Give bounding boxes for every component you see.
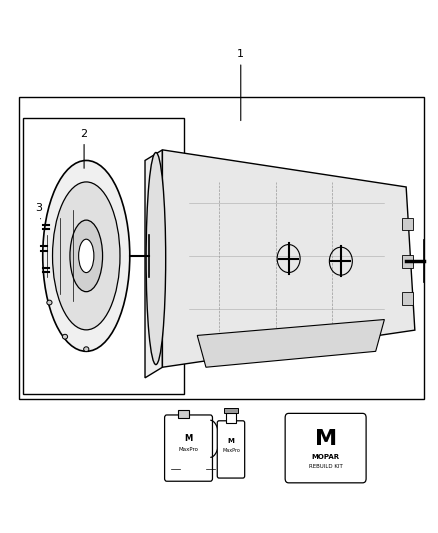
Bar: [226, 414, 237, 423]
Text: M: M: [184, 434, 193, 443]
Text: 3: 3: [35, 203, 42, 219]
Ellipse shape: [47, 300, 52, 305]
Polygon shape: [197, 319, 385, 367]
Text: 2: 2: [81, 129, 88, 168]
Ellipse shape: [84, 347, 89, 352]
Bar: [402, 292, 413, 305]
Text: MaxPro: MaxPro: [222, 448, 240, 453]
Bar: [19, 97, 424, 399]
Text: MaxPro: MaxPro: [179, 447, 198, 452]
Ellipse shape: [62, 334, 67, 339]
Bar: [402, 217, 413, 230]
FancyBboxPatch shape: [285, 414, 366, 483]
Text: 1: 1: [237, 50, 244, 120]
Text: 4: 4: [227, 421, 234, 449]
Text: 6: 6: [322, 415, 329, 449]
Text: 5: 5: [185, 415, 192, 449]
Text: REBUILD KIT: REBUILD KIT: [309, 464, 343, 470]
Ellipse shape: [79, 239, 94, 272]
Text: M: M: [227, 439, 234, 445]
Ellipse shape: [53, 182, 120, 330]
Polygon shape: [145, 150, 162, 378]
Ellipse shape: [43, 160, 130, 351]
Text: MOPAR: MOPAR: [311, 454, 340, 461]
Bar: [224, 408, 238, 414]
Polygon shape: [162, 150, 415, 367]
Text: M: M: [314, 429, 337, 449]
Ellipse shape: [70, 220, 102, 292]
FancyBboxPatch shape: [217, 421, 245, 478]
Bar: [178, 410, 188, 418]
Bar: [402, 255, 413, 268]
Bar: [23, 118, 184, 394]
FancyBboxPatch shape: [165, 415, 212, 481]
Ellipse shape: [146, 152, 166, 365]
